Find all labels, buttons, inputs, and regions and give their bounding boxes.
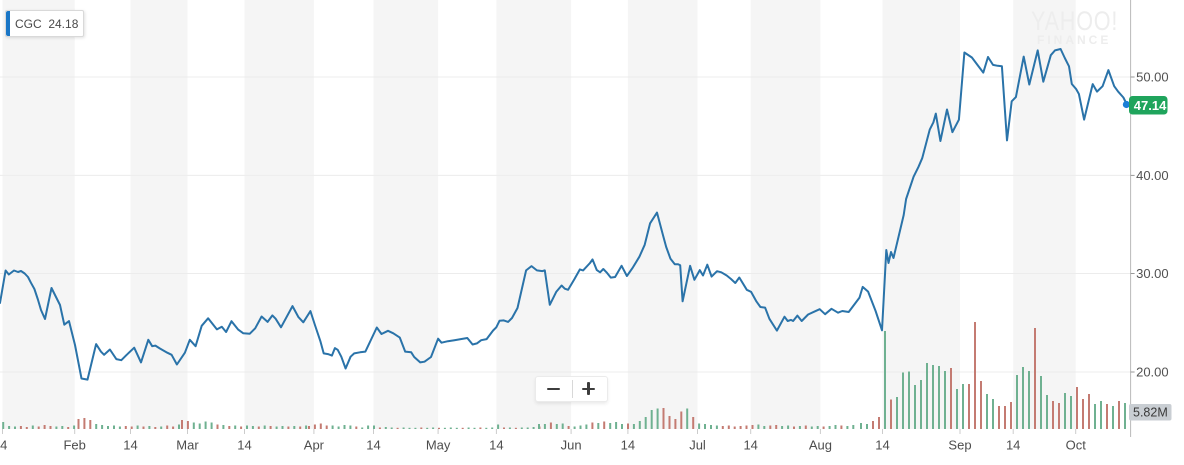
- svg-text:May: May: [426, 438, 451, 453]
- svg-text:47.14: 47.14: [1134, 98, 1167, 113]
- svg-text:14: 14: [621, 438, 635, 453]
- svg-text:30.00: 30.00: [1136, 266, 1169, 281]
- svg-text:Apr: Apr: [304, 438, 325, 453]
- svg-text:14: 14: [489, 438, 503, 453]
- svg-text:40.00: 40.00: [1136, 168, 1169, 183]
- svg-text:5.82M: 5.82M: [1133, 406, 1168, 420]
- svg-text:50.00: 50.00: [1136, 70, 1169, 85]
- svg-text:Oct: Oct: [1066, 438, 1087, 453]
- svg-text:Aug: Aug: [809, 438, 832, 453]
- svg-text:Mar: Mar: [176, 438, 199, 453]
- svg-text:14: 14: [123, 438, 137, 453]
- svg-text:14: 14: [366, 438, 380, 453]
- svg-text:Sep: Sep: [948, 438, 971, 453]
- svg-text:Feb: Feb: [63, 438, 85, 453]
- svg-text:Jun: Jun: [561, 438, 582, 453]
- svg-text:Jul: Jul: [689, 438, 706, 453]
- svg-text:14: 14: [1006, 438, 1020, 453]
- svg-text:14: 14: [237, 438, 251, 453]
- svg-text:14: 14: [875, 438, 889, 453]
- svg-text:14: 14: [743, 438, 757, 453]
- svg-text:4: 4: [0, 438, 7, 453]
- svg-text:20.00: 20.00: [1136, 365, 1169, 380]
